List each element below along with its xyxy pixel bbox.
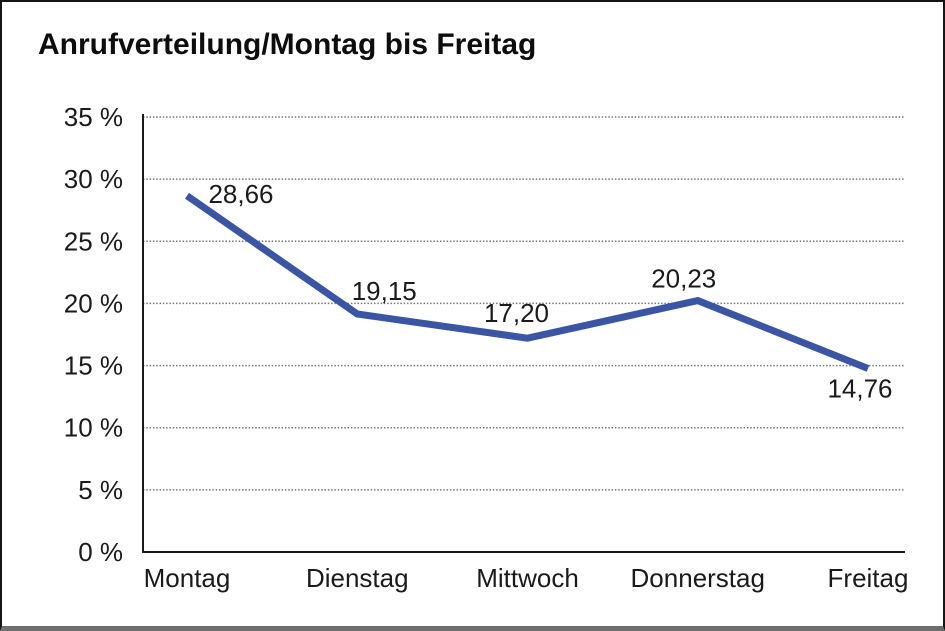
y-tick-label: 5 % (78, 475, 123, 505)
y-tick-label: 15 % (64, 351, 123, 381)
data-label: 19,15 (352, 276, 417, 306)
y-tick-label: 25 % (64, 226, 123, 256)
x-tick-label: Freitag (828, 563, 909, 593)
x-tick-label: Montag (144, 563, 231, 593)
y-tick-label: 20 % (64, 288, 123, 318)
x-tick-label: Mittwoch (476, 563, 579, 593)
data-label: 14,76 (827, 374, 892, 404)
data-label: 17,20 (484, 298, 549, 328)
series-line (185, 192, 870, 372)
y-tick-label: 30 % (64, 164, 123, 194)
y-tick-label: 0 % (78, 537, 123, 567)
x-tick-label: Donnerstag (631, 563, 765, 593)
data-label: 20,23 (651, 264, 716, 294)
data-label: 28,66 (208, 179, 273, 209)
chart-title: Anrufverteilung/Montag bis Freitag (38, 28, 537, 61)
x-tick-label: Dienstag (306, 563, 409, 593)
y-tick-label: 10 % (64, 413, 123, 443)
y-tick-label: 35 % (64, 102, 123, 132)
